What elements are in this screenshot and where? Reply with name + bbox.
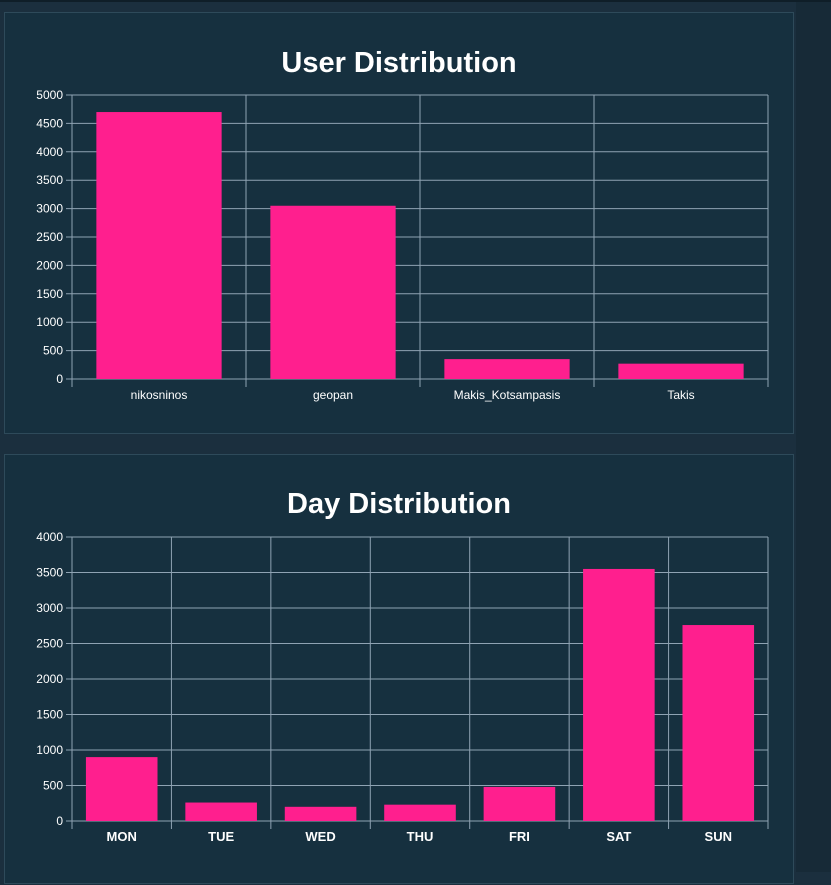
day-ytick-label: 500 [43,779,63,793]
day-distribution-title: Day Distribution [287,488,511,520]
user-bar-nikosninos[interactable] [96,112,222,379]
day-xtick-label: WED [305,829,335,844]
user-ytick-label: 2500 [36,230,63,244]
day-ytick-label: 1500 [36,708,63,722]
user-bar-takis[interactable] [618,363,744,379]
day-bar-sun[interactable] [682,625,755,821]
user-ytick-label: 2000 [36,258,63,272]
user-distribution-title: User Distribution [281,47,517,79]
user-xtick-label: Takis [667,388,694,402]
user-ytick-label: 0 [56,372,63,386]
user-ytick-label: 4000 [36,145,63,159]
day-ytick-label: 3000 [36,601,63,615]
day-ytick-label: 3500 [36,566,63,580]
day-xtick-label: FRI [509,829,530,844]
user-ytick-label: 5000 [36,88,63,102]
day-xtick-label: THU [407,829,434,844]
user-bar-geopan[interactable] [270,205,396,379]
user-distribution-chart: 0 500 1000 1500 2000 2500 3000 3500 4000 4500 5000… [36,88,769,402]
user-ytick-label: 3500 [36,173,63,187]
user-ytick-label: 500 [43,344,63,358]
day-distribution-panel: Day Distribution 0 500 1000 1500 2000 2500 300… [4,454,794,884]
day-ytick-label: 4000 [36,530,63,544]
right-scroll-gutter [796,2,831,872]
user-xtick-label: geopan [313,388,353,402]
day-bar-wed[interactable] [284,806,357,821]
day-xtick-label: MON [107,829,137,844]
user-ytick-label: 1500 [36,287,63,301]
day-xtick-label: SAT [606,829,631,844]
day-xtick-label: TUE [208,829,234,844]
top-border [0,0,831,2]
user-distribution-panel: User Distribution 0 500 1000 1500 2000 2500 30… [4,12,794,434]
user-ytick-label: 4500 [36,116,63,130]
day-bar-thu[interactable] [384,804,456,821]
user-xtick-label: nikosninos [131,388,188,402]
day-bar-sat[interactable] [583,568,655,821]
user-xtick-label: Makis_Kotsampasis [454,388,561,402]
day-bar-fri[interactable] [483,786,556,821]
day-bar-tue[interactable] [185,802,257,821]
day-xtick-label: SUN [705,829,732,844]
day-bar-mon[interactable] [85,757,158,821]
day-ytick-label: 2500 [36,637,63,651]
user-ytick-label: 3000 [36,202,63,216]
day-ytick-label: 1000 [36,743,63,757]
day-ytick-label: 2000 [36,672,63,686]
user-bar-makis_kotsampasis[interactable] [444,359,570,379]
day-ytick-label: 0 [56,814,63,828]
day-distribution-chart: 0 500 1000 1500 2000 2500 3000 3500 4000 MON TUE WE… [36,530,769,844]
user-ytick-label: 1000 [36,315,63,329]
